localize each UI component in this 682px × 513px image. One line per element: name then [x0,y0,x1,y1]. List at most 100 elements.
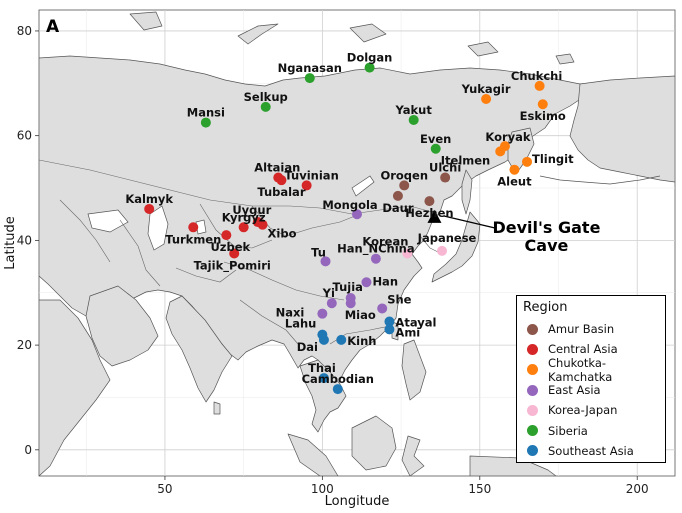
y-tick-label: 80 [17,24,32,38]
population-point [188,222,199,233]
legend-item: Southeast Asia [523,441,665,461]
novaya-zemlya-landmass [237,23,279,45]
population-point [440,172,451,183]
legend-item-label: Central Asia [548,342,618,357]
population-label: Hezhen [405,206,453,220]
population-label: Koryak [485,130,531,144]
population-label: Kinh [347,334,376,348]
devils-gate-cave-site: Devil's Gate Cave [427,209,601,255]
population-point [318,373,329,384]
population-point [437,245,448,256]
legend-item-label: Chukotka-Kamchatka [548,355,613,384]
population-label: Ami [395,325,420,339]
y-axis-title: Latitude [3,216,18,270]
population-label: Dolgan [347,51,393,65]
country-borders [39,159,439,345]
population-label: She [387,292,411,306]
black-sea [87,209,129,233]
wrangel-landmass [555,53,575,65]
site-triangle-icon [427,209,442,223]
population-point [257,219,268,230]
population-point [326,298,337,309]
y-tick-label: 40 [17,233,32,247]
population-label: Han_NChina [337,242,414,257]
population-label: Tujia [332,280,362,294]
population-label: Chukchi [511,69,562,83]
population-point [509,164,520,175]
population-label: Cambodian [302,372,374,386]
population-point [260,101,271,112]
inland-waters [87,175,375,251]
legend-item: Siberia [523,420,665,440]
population-label: Even [420,132,451,146]
africa-landmass [39,299,111,476]
sakhalin-landmass [461,169,473,215]
population-label: Japanese [417,231,477,245]
population-label: Mansi [187,106,225,120]
arabia-landmass [85,285,159,367]
site-leader-line [443,215,495,229]
population-label: Uygur [232,203,271,217]
population-point [304,73,315,84]
population-label: Atayal [395,316,436,330]
legend-item-label: Korea-Japan [548,403,618,418]
population-point [345,298,356,309]
population-point [336,334,347,345]
newguinea-landmass [469,455,557,476]
philippines-landmass [401,339,427,401]
panel-label: A [46,17,60,37]
population-label: Yakut [394,103,432,117]
population-label: Tubalar [257,185,305,199]
population-point [402,248,413,259]
legend-item-label: Southeast Asia [548,443,634,458]
population-label: Turkmen [165,232,221,246]
population-point [317,308,328,319]
legend-item: Korea-Japan [523,400,665,420]
population-point [361,277,372,288]
population-point [495,146,506,157]
legend-title: Region [523,300,568,315]
population-point [364,62,375,73]
population-label: Altaian [254,161,300,175]
new-siberian-landmass [467,41,499,57]
population-points [144,62,548,395]
legend-dot-icon [527,445,538,457]
population-point [430,143,441,154]
severnaya-zemlya-landmass [349,23,387,43]
population-point [522,156,533,167]
population-label: Uzbek [210,240,250,254]
population-label: Dai [297,340,318,354]
population-label: Daur [382,201,413,215]
population-label: Oroqen [380,168,428,182]
population-point [144,203,155,214]
legend-dot-icon [527,323,538,335]
population-label: Tu [311,245,326,259]
site-label-line1: Devil's Gate [492,218,600,237]
population-label: Nganasan [278,61,342,75]
x-axis-title: Longitude [325,494,390,509]
population-label: Kyrgyz [222,210,266,224]
india-landmass [165,295,233,403]
population-label: Xibo [268,227,297,241]
population-point [377,303,388,314]
population-label: Naxi [276,306,305,320]
population-label: Itelmen [441,153,491,167]
x-tick-label: 100 [311,482,334,496]
population-label: Korean [362,234,408,248]
population-point [399,180,410,191]
population-point [238,222,249,233]
population-label: Selkup [244,90,288,104]
legend-dot-icon [527,404,538,416]
lake-baikal [351,175,375,197]
population-point [384,316,395,327]
alaska-landmass [569,75,675,183]
population-labels: Dolgan Nganasan Selkup Mansi Yakut Even Chukch… [125,51,574,386]
x-tick-label: 200 [626,482,649,496]
legend-items: Amur Basin Central Asia Chukotka-Kamchatka… [523,319,665,461]
population-point [276,175,287,186]
aleutian-islands [539,175,661,185]
japan-landmass [431,211,481,283]
population-point [424,196,435,207]
population-label: Yi [322,286,335,300]
population-point [332,384,343,395]
